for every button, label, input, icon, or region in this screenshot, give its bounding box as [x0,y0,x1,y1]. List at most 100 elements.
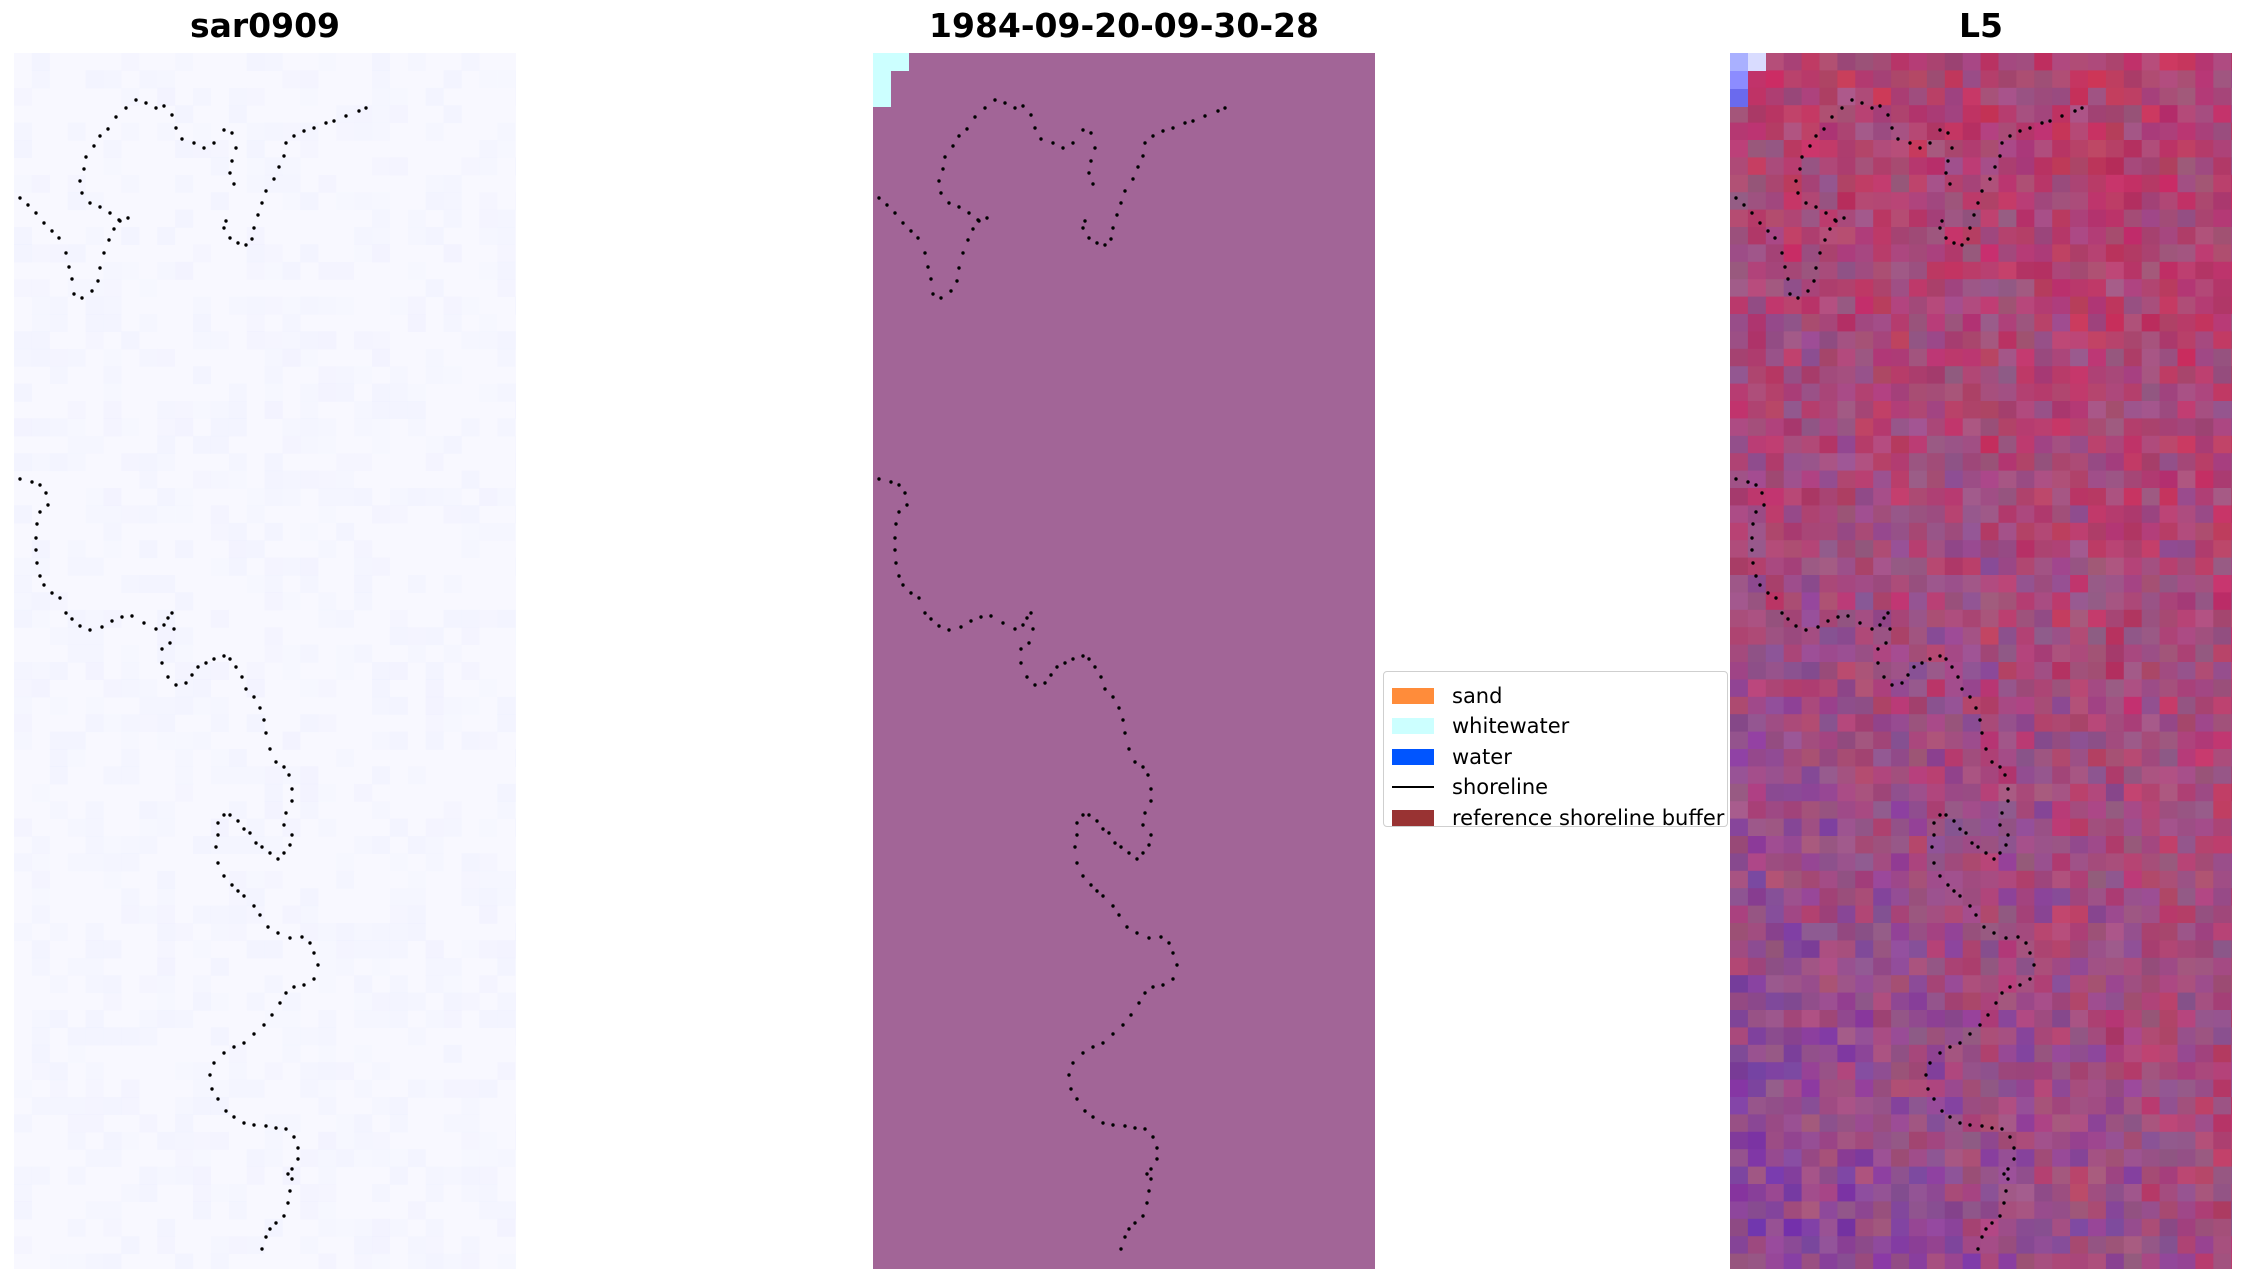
shoreline-dot [894,522,898,526]
shoreline-dot [254,841,258,845]
shoreline-dot [943,155,947,159]
shoreline-dot [288,936,292,940]
shoreline-dot [1137,1001,1141,1005]
shoreline-dot [1091,182,1095,186]
shoreline-dot [1826,619,1830,623]
shoreline-dot [1121,718,1125,722]
shoreline-dot [1990,1126,1994,1130]
shoreline-dot [252,695,256,699]
shoreline-dot [288,1189,292,1193]
shoreline-dot [134,98,138,102]
shoreline-dot [1804,628,1808,632]
shoreline-dot [1081,874,1085,878]
shoreline-dot [1089,883,1093,887]
shoreline-dot [1762,503,1766,507]
shoreline-dot [1884,641,1888,645]
shoreline-dot [230,883,234,887]
shoreline-dot [2008,985,2012,989]
shoreline-dot [1876,661,1880,665]
shoreline-dot [923,251,927,255]
shoreline-dot [1147,1189,1151,1193]
shoreline-dot [268,747,272,751]
shoreline-dot [18,477,22,481]
shoreline-dot [70,617,74,621]
shoreline-dot [1083,1109,1087,1113]
shoreline-dot [1750,211,1754,215]
shoreline-dot [1938,1051,1942,1055]
shoreline-dot [1039,137,1043,141]
shoreline-dot [162,104,166,108]
shoreline-dot [1750,548,1754,552]
shoreline-dot [1111,1123,1115,1127]
shoreline-dot [2060,114,2064,118]
shoreline-dot [969,619,973,623]
shoreline-dot [1101,1041,1105,1045]
shoreline-dot [248,831,252,835]
shoreline-dot [2012,1146,2016,1150]
shoreline-dot [1101,1121,1105,1125]
shoreline-dot [1998,154,2002,158]
shoreline-dot [1878,623,1882,627]
shoreline-dot [296,1146,300,1150]
shoreline-dot [1984,747,1988,751]
shoreline-dot [1960,687,1964,691]
shoreline-dot [1087,657,1091,661]
shoreline-dot [2024,941,2028,945]
shoreline-dot [2028,126,2032,130]
shoreline-dot [1151,1135,1155,1139]
shoreline-dot [1075,861,1079,865]
shoreline-dot [2018,129,2022,133]
shoreline-dot [1823,238,1827,242]
shoreline-dot [1101,894,1105,898]
shoreline-dot [236,241,240,245]
shoreline-dot [110,619,114,623]
shoreline-dot [284,1127,288,1131]
shoreline-dot [877,196,881,200]
shoreline-dot [1149,1167,1153,1171]
shoreline-dot [1938,226,1942,230]
shoreline-dot [1958,1121,1962,1125]
shoreline-dot [42,583,46,587]
shoreline-dot [1968,1123,1972,1127]
shoreline-dot [35,561,39,565]
shoreline-dot [897,574,901,578]
shoreline-dot [939,296,943,300]
shoreline-dot [2000,991,2004,995]
shoreline-dot [1860,101,1864,105]
shoreline-dot [292,985,296,989]
shoreline-dot [1938,128,1942,132]
shoreline-dot [1976,1247,1980,1251]
shoreline-dot [1013,627,1017,631]
shoreline-dot [1928,141,1932,145]
shoreline-dot [224,1109,228,1113]
shoreline-dot [2002,1172,2006,1176]
shoreline-dot [966,238,970,242]
shoreline-dot [1113,841,1117,845]
shoreline-dot [1754,574,1758,578]
shoreline-dot [1766,591,1770,595]
shoreline-dot [232,182,236,186]
shoreline-dot [957,266,961,270]
shoreline-dot [1812,279,1816,283]
panel-title-l5: L5 [1959,6,2003,45]
shoreline-dot [1145,1172,1149,1176]
shoreline-dot [1167,941,1171,945]
shoreline-dot [1974,913,1978,917]
shoreline-dot [1151,985,1155,989]
shoreline-dot [1069,1087,1073,1091]
shoreline-dot [170,611,174,615]
shoreline-dot [107,238,111,242]
shoreline-dot [1806,289,1810,293]
whitewater-swatch [1392,718,1434,735]
shoreline-dot [264,189,268,193]
shoreline-dot [232,1115,236,1119]
shoreline-dot [1783,265,1787,269]
legend-item-reference-shoreline-buffer: reference shoreline buffer [1384,803,1727,833]
shoreline-dot [276,931,280,935]
shoreline-dot [1958,1041,1962,1045]
shoreline-dot [1800,155,1804,159]
shoreline-dot [1888,627,1892,631]
shoreline-dot [1175,963,1179,967]
shoreline-dot [1956,675,1960,679]
shoreline-dot [1818,251,1822,255]
